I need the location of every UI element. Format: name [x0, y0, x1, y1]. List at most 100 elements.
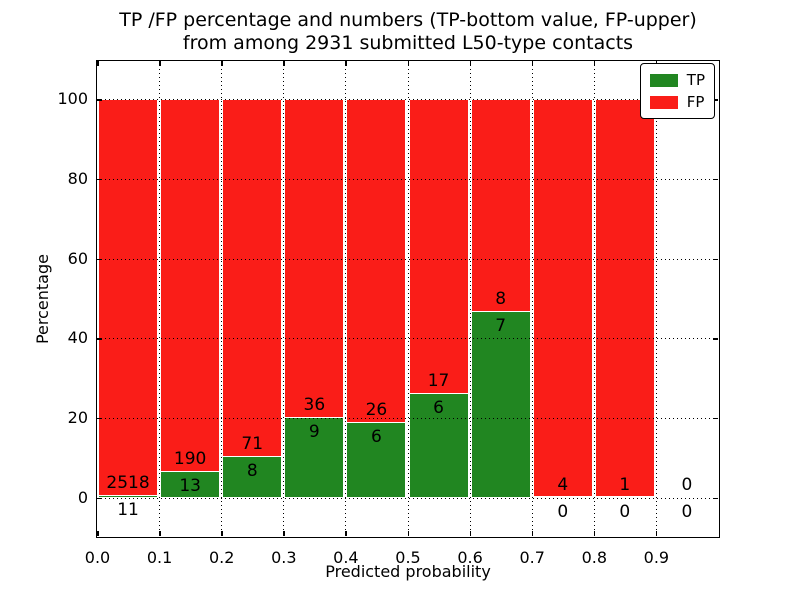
- tp-count-label: 0: [619, 501, 631, 522]
- x-tick-label: 0.1: [146, 548, 173, 567]
- tp-count-label: 13: [179, 476, 201, 496]
- fp-bar-segment: [160, 99, 221, 472]
- y-tick-left: [97, 497, 102, 499]
- x-tick-top: [97, 61, 99, 66]
- v-gridline: [345, 61, 347, 537]
- x-tick-bottom: [593, 531, 596, 536]
- v-gridline: [531, 61, 533, 537]
- x-tick-label: 0.4: [333, 548, 359, 567]
- legend-label-fp: FP: [686, 92, 705, 111]
- fp-count-label: 17: [427, 370, 450, 391]
- y-tick-left: [97, 338, 102, 340]
- y-tick-right: [713, 338, 718, 340]
- fp-legend-swatch: [649, 95, 678, 109]
- tp-count-label: 0: [681, 501, 693, 522]
- tp-count-label: 9: [308, 421, 320, 442]
- x-tick-bottom: [283, 531, 285, 536]
- fp-count-label: 26: [365, 399, 388, 420]
- v-gridline: [593, 61, 595, 537]
- tp-bar-segment: [408, 393, 469, 498]
- x-tick-top: [593, 61, 596, 66]
- x-tick-label: 0.3: [271, 548, 297, 567]
- x-tick-label: 0.0: [84, 548, 111, 567]
- y-tick-label: 20: [67, 407, 88, 427]
- y-tick-label: 60: [67, 248, 88, 268]
- x-tick-top: [345, 61, 347, 66]
- y-tick-right: [713, 417, 718, 420]
- fp-count-label: 36: [303, 394, 326, 415]
- v-gridline: [407, 61, 409, 537]
- tp-bar-segment: [160, 472, 221, 498]
- y-tick-right: [713, 178, 718, 181]
- tp-bar-segment: [346, 422, 407, 498]
- fp-bar-segment: [594, 99, 655, 498]
- tp-count-label: 6: [371, 426, 382, 447]
- x-tick-label: 0.2: [208, 548, 235, 567]
- v-gridline: [469, 61, 471, 537]
- v-gridline: [655, 61, 657, 537]
- tp-count-label: 11: [117, 499, 139, 520]
- fp-bar-segment: [532, 99, 593, 498]
- y-tick-right: [713, 497, 718, 499]
- tp-count-label: 8: [246, 461, 258, 482]
- fp-bar-segment: [222, 99, 283, 458]
- tp-bar-segment: [222, 457, 283, 498]
- fp-bar-segment: [284, 99, 345, 418]
- x-tick-top: [159, 61, 161, 66]
- tp-legend-swatch: [649, 73, 678, 87]
- x-tick-bottom: [221, 531, 223, 536]
- fp-bar-segment: [98, 99, 159, 496]
- chart-title-line2: from among 2931 submitted L50-type conta…: [182, 32, 634, 54]
- fp-bar-segment: [470, 99, 531, 312]
- y-tick-right: [713, 258, 718, 261]
- tp-bar-segment: [284, 417, 345, 498]
- tp-bar-segment: [470, 311, 531, 498]
- fp-count-label: 2518: [106, 472, 150, 493]
- fp-count-label: 190: [173, 449, 207, 469]
- x-tick-label: 0.8: [581, 548, 608, 567]
- x-tick-top: [283, 61, 285, 66]
- chart-title-line1: TP /FP percentage and numbers (TP-bottom…: [119, 9, 697, 31]
- fp-count-label: 71: [241, 434, 264, 455]
- x-tick-bottom: [655, 531, 658, 536]
- y-tick-label: 80: [67, 168, 88, 188]
- x-axis-label: Predicted probability: [325, 562, 491, 581]
- fp-count-label: 1: [619, 474, 631, 495]
- x-tick-bottom: [469, 531, 472, 536]
- y-tick-label: 0: [77, 487, 88, 507]
- x-tick-top: [221, 61, 223, 66]
- plot-area: TP FP 2518 11 190 13 71 8 36 9 26 6 17 6 8 7 4 0 1 0 0 0: [96, 60, 720, 538]
- x-tick-label: 0.5: [395, 548, 421, 567]
- x-tick-bottom: [345, 531, 347, 536]
- v-gridline: [221, 61, 223, 537]
- tp-count-label: 7: [495, 315, 507, 336]
- x-tick-bottom: [531, 531, 534, 536]
- y-tick-label: 40: [67, 328, 88, 348]
- y-tick-left: [97, 258, 102, 261]
- fp-count-label: 8: [495, 288, 507, 309]
- fp-count-label: 4: [557, 474, 569, 495]
- fp-bar-segment: [408, 99, 469, 394]
- tp-count-label: 0: [557, 501, 569, 522]
- chart-title: TP /FP percentage and numbers (TP-bottom…: [96, 9, 720, 55]
- x-tick-label: 0.7: [519, 548, 545, 567]
- x-tick-bottom: [159, 531, 161, 536]
- y-tick-left: [97, 417, 102, 420]
- y-tick-left: [97, 99, 102, 101]
- x-tick-top: [531, 61, 534, 66]
- y-axis-label: Percentage: [33, 254, 52, 345]
- tp-bar-segment: [98, 495, 159, 498]
- v-gridline: [283, 61, 285, 537]
- x-tick-label: 0.6: [457, 548, 483, 567]
- x-tick-bottom: [407, 531, 409, 536]
- tp-count-label: 6: [433, 397, 444, 418]
- x-tick-top: [407, 61, 409, 66]
- x-tick-label: 0.9: [643, 548, 670, 567]
- y-tick-right: [713, 99, 718, 101]
- y-tick-left: [97, 178, 102, 181]
- fp-count-label: 0: [681, 474, 693, 495]
- legend: TP FP: [639, 63, 715, 119]
- y-tick-label: 100: [57, 89, 88, 109]
- v-gridline: [159, 61, 161, 537]
